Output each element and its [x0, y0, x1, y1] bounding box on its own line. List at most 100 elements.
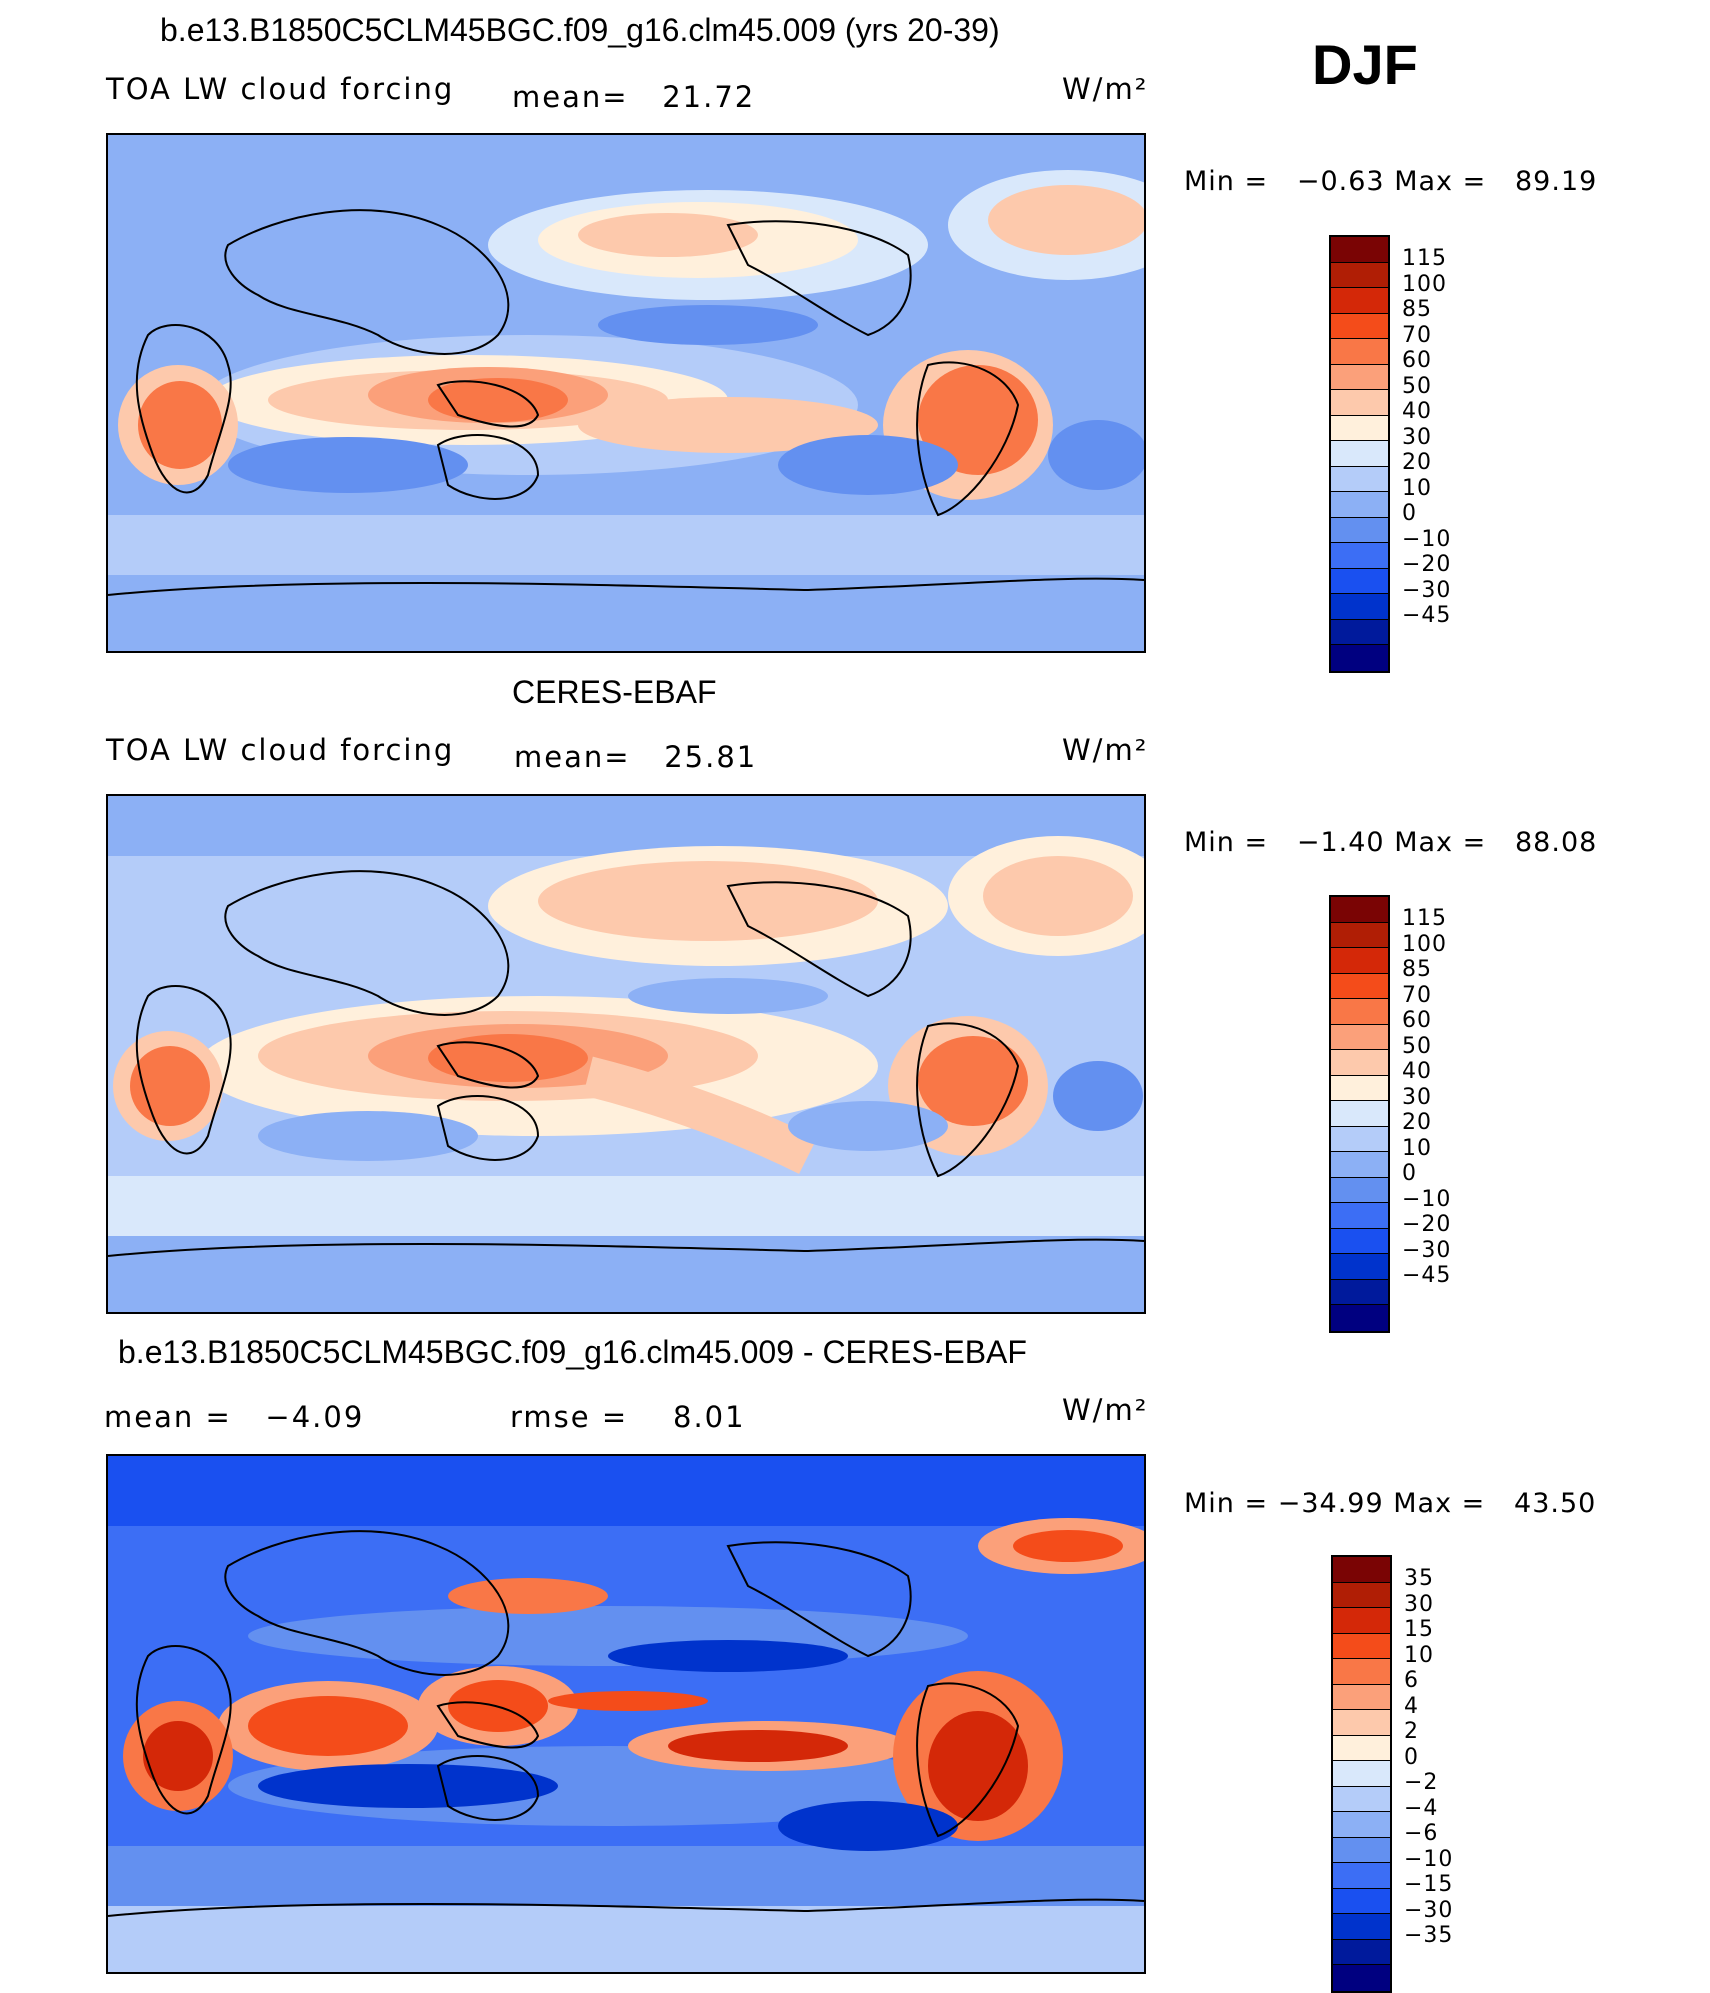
colorbar-swatch	[1331, 1305, 1388, 1331]
colorbar-tick-label: 115	[1402, 906, 1447, 931]
panel-2-mean: mean= 25.81	[514, 740, 757, 774]
colorbar-tick-label: 85	[1402, 297, 1432, 322]
panel-3-mean-label: mean =	[104, 1400, 232, 1434]
colorbar-tick-label: 40	[1402, 399, 1432, 424]
colorbar-swatch	[1331, 922, 1388, 948]
colorbar-swatch	[1333, 1684, 1390, 1710]
colorbar-swatch	[1333, 1608, 1390, 1634]
colorbar-tick-label: −45	[1402, 603, 1452, 628]
colorbar-swatch	[1331, 594, 1388, 620]
panel-1-max-value: 89.19	[1515, 166, 1598, 197]
colorbar-tick-label: −10	[1402, 1186, 1452, 1212]
panel-3-mean: mean = −4.09	[104, 1400, 364, 1434]
panel-3-colorbar	[1331, 1555, 1392, 1993]
colorbar-tick-label: −35	[1404, 1923, 1454, 1948]
colorbar-tick-label: 60	[1402, 348, 1432, 373]
colorbar-swatch	[1333, 1710, 1390, 1736]
colorbar-swatch	[1333, 1914, 1390, 1940]
colorbar-swatch	[1333, 1786, 1390, 1812]
colorbar-swatch	[1331, 1152, 1388, 1178]
colorbar-swatch	[1333, 1557, 1390, 1583]
colorbar-tick-label: −30	[1404, 1897, 1454, 1923]
colorbar-tick-label: −20	[1402, 1212, 1452, 1237]
panel-2-title: CERES-EBAF	[512, 674, 717, 710]
colorbar-tick-label: 0	[1404, 1744, 1419, 1770]
colorbar-tick-label: 100	[1402, 931, 1447, 957]
panel-1-colorbar	[1329, 235, 1390, 673]
colorbar-swatch	[1333, 1965, 1390, 1991]
colorbar-tick-label: 60	[1402, 1008, 1432, 1033]
panel-3-max-value: 43.50	[1514, 1488, 1597, 1519]
colorbar-swatch	[1331, 1279, 1388, 1305]
colorbar-tick-label: −20	[1402, 552, 1452, 577]
panel-1-mean-label: mean=	[512, 80, 629, 114]
colorbar-swatch	[1331, 262, 1388, 288]
panel-1-min-value: −0.63	[1296, 166, 1385, 197]
season-label: DJF	[1312, 33, 1418, 96]
colorbar-swatch	[1333, 1837, 1390, 1863]
panel-1-mean: mean= 21.72	[512, 80, 755, 114]
colorbar-tick-label: 0	[1402, 1161, 1417, 1186]
colorbar-swatch	[1331, 390, 1388, 416]
panel-1-title: b.e13.B1850C5CLM45BGC.f09_g16.clm45.009 …	[160, 12, 1000, 48]
colorbar-swatch	[1331, 1228, 1388, 1254]
colorbar-swatch	[1331, 568, 1388, 594]
panel-1-mean-value: 21.72	[662, 80, 756, 114]
colorbar-tick-label: 50	[1402, 1033, 1432, 1059]
panel-2-colorbar	[1329, 895, 1390, 1333]
colorbar-swatch	[1333, 1633, 1390, 1659]
colorbar-tick-label: 100	[1402, 271, 1447, 297]
colorbar-swatch	[1331, 517, 1388, 543]
colorbar-swatch	[1333, 1761, 1390, 1787]
colorbar-tick-label: 85	[1402, 957, 1432, 982]
colorbar-tick-label: 6	[1404, 1668, 1419, 1693]
panel-2-units: W/m²	[1062, 733, 1149, 767]
colorbar-swatch	[1331, 619, 1388, 645]
panel-2-minmax: Min = −1.40 Max = 88.08	[1184, 827, 1597, 858]
colorbar-tick-label: 10	[1404, 1642, 1434, 1668]
colorbar-tick-label: −10	[1402, 526, 1452, 552]
colorbar-tick-label: 10	[1402, 1135, 1432, 1161]
colorbar-tick-label: −30	[1402, 577, 1452, 603]
colorbar-swatch	[1331, 415, 1388, 441]
colorbar-swatch	[1331, 1101, 1388, 1127]
panel-3-map	[106, 1454, 1146, 1974]
colorbar-swatch	[1331, 1126, 1388, 1152]
panel-2-map	[106, 794, 1146, 1314]
colorbar-tick-label: 20	[1402, 1110, 1432, 1135]
colorbar-swatch	[1331, 441, 1388, 467]
panel-2-map-field	[108, 796, 1144, 1312]
colorbar-tick-label: 30	[1402, 424, 1432, 450]
colorbar-swatch	[1333, 1735, 1390, 1761]
panel-3-rmse-label: rmse =	[510, 1400, 629, 1434]
panel-2-variable: TOA LW cloud forcing	[106, 733, 455, 767]
colorbar-tick-label: 115	[1402, 246, 1447, 271]
colorbar-swatch	[1331, 1254, 1388, 1280]
panel-1-map-field	[108, 135, 1144, 651]
colorbar-swatch	[1331, 339, 1388, 365]
colorbar-swatch	[1331, 543, 1388, 569]
panel-3-rmse-value: 8.01	[673, 1400, 746, 1434]
panel-1-min-label: Min =	[1184, 166, 1269, 197]
colorbar-tick-label: −45	[1402, 1263, 1452, 1288]
panel-3-mean-value: −4.09	[265, 1400, 365, 1434]
colorbar-tick-label: −15	[1404, 1872, 1454, 1897]
colorbar-swatch	[1331, 897, 1388, 923]
panel-3-title: b.e13.B1850C5CLM45BGC.f09_g16.clm45.009 …	[118, 1334, 1027, 1370]
colorbar-swatch	[1331, 288, 1388, 314]
panel-2-min-label: Min =	[1184, 827, 1269, 858]
colorbar-tick-label: −30	[1402, 1237, 1452, 1263]
panel-2-min-value: −1.40	[1296, 827, 1385, 858]
panel-1-units: W/m²	[1062, 72, 1149, 106]
colorbar-swatch	[1333, 1939, 1390, 1965]
panel-2-max-label: Max =	[1394, 827, 1487, 858]
colorbar-tick-label: 30	[1404, 1591, 1434, 1617]
colorbar-tick-label: 35	[1404, 1566, 1434, 1591]
colorbar-tick-label: 0	[1402, 501, 1417, 526]
colorbar-swatch	[1331, 1075, 1388, 1101]
colorbar-tick-label: −2	[1404, 1770, 1439, 1795]
colorbar-swatch	[1331, 364, 1388, 390]
panel-2-max-value: 88.08	[1515, 827, 1598, 858]
panel-3-minmax: Min = −34.99 Max = 43.50	[1184, 1488, 1596, 1519]
colorbar-swatch	[1331, 645, 1388, 671]
